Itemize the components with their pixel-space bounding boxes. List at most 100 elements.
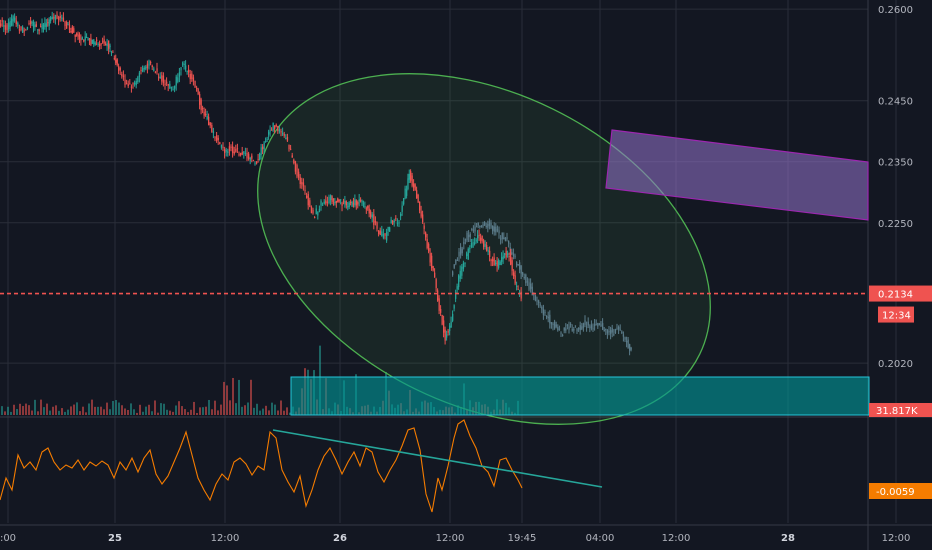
volume-bar: [58, 410, 60, 415]
price-candle: [342, 200, 345, 202]
price-candle: [335, 200, 338, 203]
projection-candle: [584, 320, 586, 325]
volume-bar: [115, 400, 117, 415]
price-candle: [474, 242, 476, 245]
projection-candle: [552, 323, 554, 326]
price-candle: [158, 76, 160, 78]
price-candle: [244, 153, 247, 155]
price-candle: [345, 201, 348, 206]
price-candle: [11, 18, 13, 26]
price-candle: [192, 77, 195, 82]
price-candle: [310, 206, 313, 214]
projection-candle: [477, 222, 479, 226]
price-candle: [387, 226, 389, 231]
volume-bar: [73, 404, 75, 415]
price-candle: [224, 149, 226, 154]
projection-candle: [539, 304, 541, 306]
projection-candle: [573, 328, 575, 331]
price-candle: [453, 305, 455, 309]
price-candle: [94, 42, 96, 45]
price-candle: [118, 66, 120, 71]
drawing-tools[interactable]: [200, 4, 870, 495]
volume-bar: [112, 400, 114, 415]
price-candle: [464, 262, 466, 264]
price-candle: [129, 83, 131, 85]
price-candle: [50, 17, 52, 22]
volume-bar: [214, 400, 216, 415]
projection-candle: [626, 341, 628, 343]
price-candle: [398, 222, 400, 224]
volume-bar: [22, 406, 24, 415]
price-candle: [262, 146, 264, 150]
trendline-drawing: [272, 429, 603, 488]
last-price-label: 0.2134: [878, 290, 913, 301]
price-candle: [510, 253, 512, 265]
price-candle: [48, 19, 50, 26]
price-candle: [513, 272, 515, 277]
price-candle: [40, 26, 42, 28]
price-candle: [26, 26, 29, 30]
projection-candle: [463, 241, 465, 245]
price-candle: [166, 81, 168, 84]
price-candle: [475, 239, 477, 242]
price-candle: [211, 125, 213, 132]
price-candle: [175, 76, 177, 86]
price-candle: [403, 198, 405, 205]
price-candle: [413, 183, 415, 188]
projection-candle: [488, 221, 491, 226]
volume-bar: [157, 412, 159, 415]
price-candle: [298, 171, 300, 178]
projection-candle: [630, 347, 632, 350]
volume-bar: [190, 409, 192, 415]
price-candle: [134, 82, 136, 85]
volume-bar: [268, 410, 270, 415]
time-tick-label: :00: [0, 533, 16, 544]
volume-bar: [148, 404, 150, 415]
price-candle: [197, 88, 199, 95]
price-candle: [456, 286, 458, 290]
projection-candle: [503, 237, 505, 240]
price-candle: [208, 116, 210, 126]
oscillator-pane: [0, 419, 603, 513]
projection-candle: [456, 259, 459, 261]
price-candle: [205, 114, 207, 116]
volume-bar: [97, 406, 99, 415]
projection-candle: [511, 252, 513, 255]
price-candle: [146, 63, 149, 69]
price-candle: [314, 216, 316, 218]
volume-bar: [145, 406, 147, 415]
price-candle: [426, 238, 428, 249]
price-candle: [196, 87, 198, 89]
price-candle: [283, 134, 285, 136]
projection-candle: [538, 300, 540, 304]
price-candle: [76, 33, 78, 36]
projection-candle: [492, 225, 494, 231]
projection-candle: [458, 251, 460, 257]
projection-candle: [504, 237, 507, 241]
price-candle: [38, 29, 40, 31]
volume-bar: [46, 403, 48, 415]
price-candle: [364, 206, 366, 208]
price-candle: [334, 201, 336, 204]
price-candle: [288, 144, 290, 150]
projection-candle: [624, 337, 626, 340]
price-candle: [496, 260, 498, 267]
price-candle: [61, 17, 63, 19]
projection-candle: [602, 323, 604, 330]
price-candle: [236, 148, 239, 150]
price-candle: [222, 146, 224, 148]
price-candle: [520, 291, 522, 299]
volume-bar: [199, 407, 201, 415]
price-candle: [41, 23, 43, 29]
price-candle: [501, 257, 503, 262]
price-candle: [17, 22, 19, 26]
price-candle: [438, 298, 440, 311]
price-candle: [138, 72, 141, 78]
projection-candle: [549, 314, 551, 324]
price-candle: [148, 60, 150, 66]
projection-candle: [471, 228, 473, 230]
price-candle: [45, 23, 48, 27]
price-candle: [119, 67, 121, 71]
